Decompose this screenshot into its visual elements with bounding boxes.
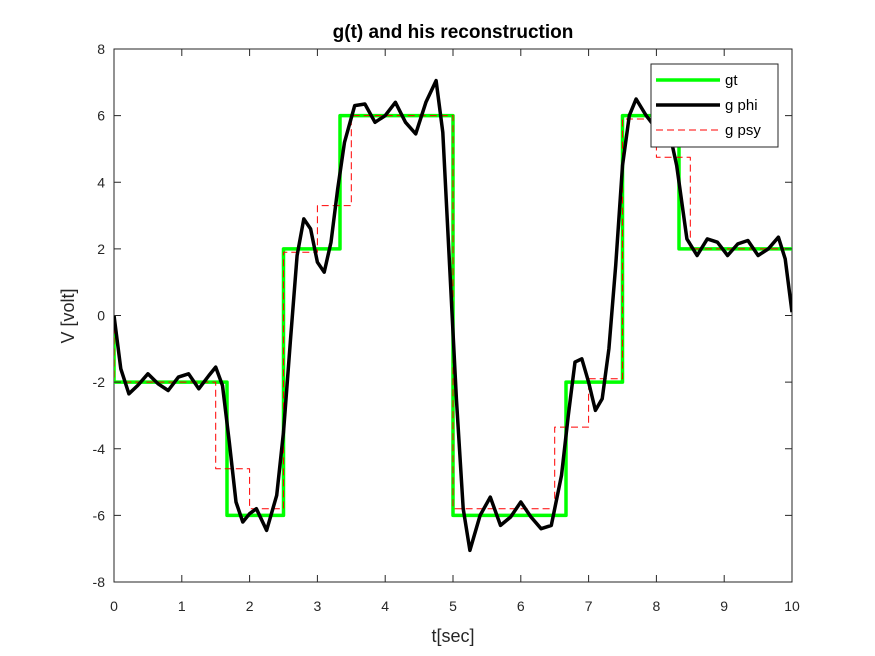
y-tick-label: -8 — [93, 574, 106, 590]
legend-label: gt — [725, 72, 738, 89]
y-tick-label: -4 — [93, 441, 106, 457]
x-ticks: 0 1 2 3 4 5 6 7 8 9 10 — [110, 49, 800, 614]
y-tick-label: 2 — [97, 241, 105, 257]
x-tick-label: 2 — [246, 598, 254, 614]
y-tick-label: -6 — [93, 507, 106, 523]
y-tick-label: -2 — [93, 374, 106, 390]
y-tick-label: 6 — [97, 108, 105, 124]
y-tick-label: 4 — [97, 174, 105, 190]
chart-title: g(t) and his reconstruction — [333, 22, 574, 43]
x-tick-label: 3 — [314, 598, 322, 614]
y-axis-label: V [volt] — [58, 288, 78, 343]
legend-label: g phi — [725, 97, 758, 114]
y-ticks: -8 -6 -4 -2 0 2 4 6 8 — [93, 41, 792, 590]
x-tick-label: 7 — [585, 598, 593, 614]
x-tick-label: 1 — [178, 598, 186, 614]
x-tick-label: 6 — [517, 598, 525, 614]
x-tick-label: 9 — [720, 598, 728, 614]
legend-label: g psy — [725, 122, 761, 139]
legend: gt g phi g psy — [650, 63, 779, 148]
x-tick-label: 4 — [381, 598, 389, 614]
x-tick-label: 5 — [449, 598, 457, 614]
y-tick-label: 0 — [97, 308, 105, 324]
x-tick-label: 10 — [784, 598, 800, 614]
x-tick-label: 8 — [653, 598, 661, 614]
legend-items: gt g phi g psy — [656, 72, 761, 139]
x-tick-label: 0 — [110, 598, 118, 614]
y-tick-label: 8 — [97, 41, 105, 57]
x-axis-label: t[sec] — [431, 626, 474, 646]
